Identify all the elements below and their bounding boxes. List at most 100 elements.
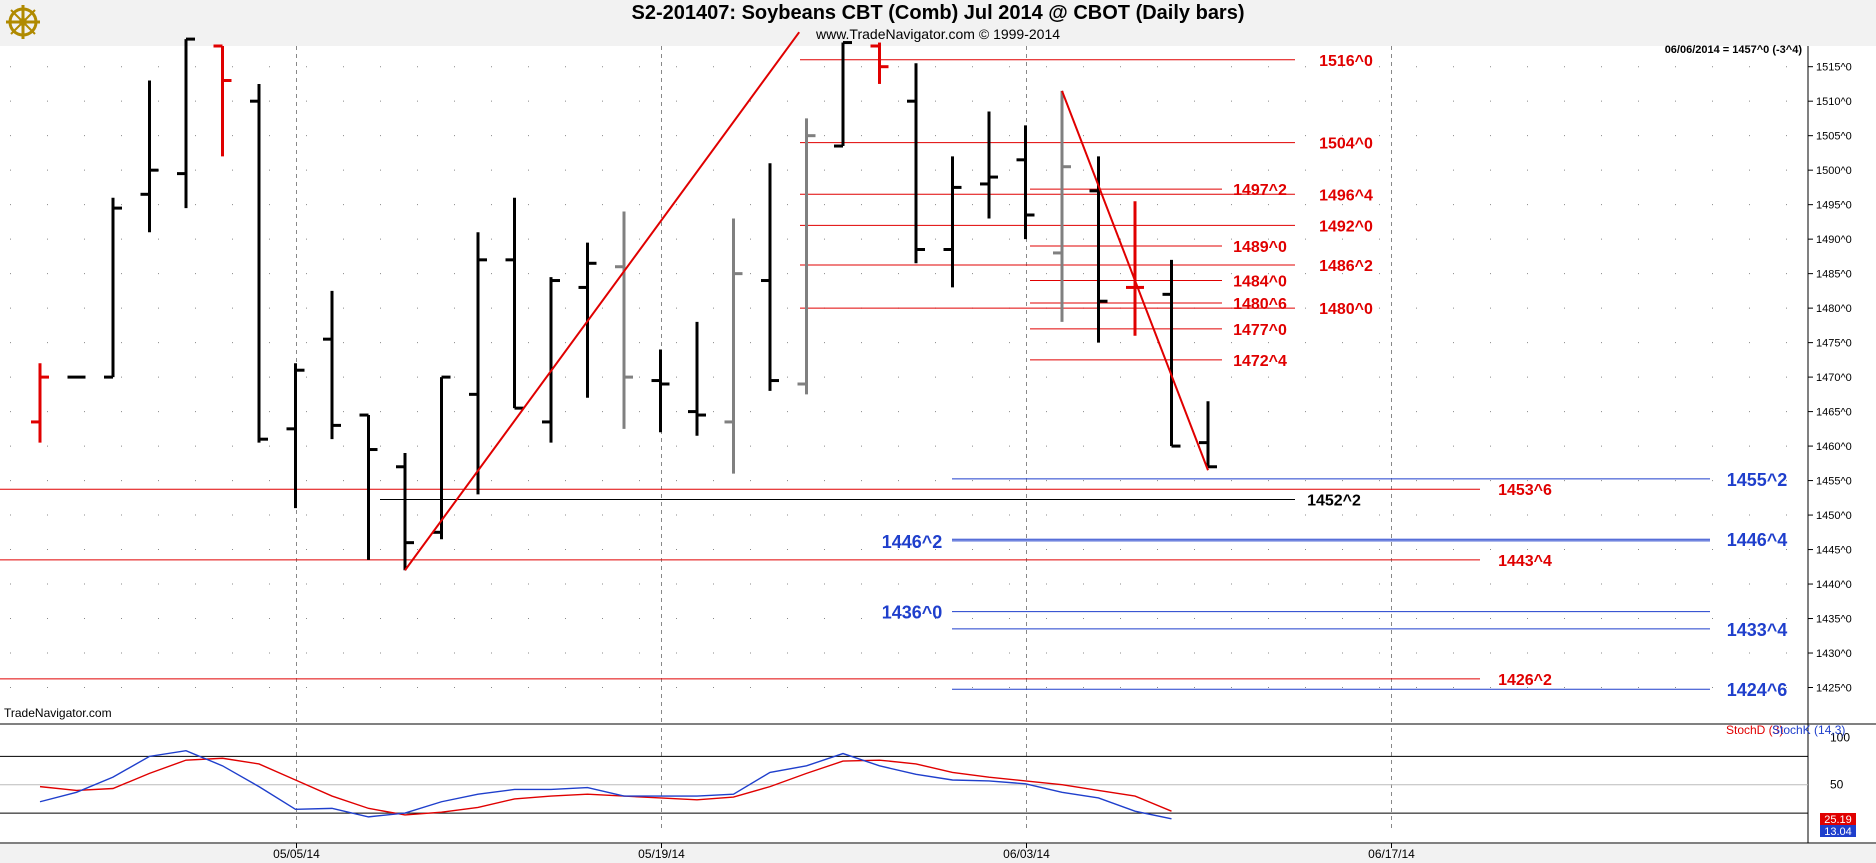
- y-tick-label: 1485^0: [1816, 269, 1852, 281]
- ohlc-bar: [980, 111, 998, 219]
- ohlc-bar: [31, 363, 49, 443]
- stoch-series-line: [39, 749, 1172, 820]
- red-level-label: 1486^2: [1319, 258, 1373, 275]
- axis-layer: 1425^0 1430^0 1435^0 1440^0 1445^0 1450^0 1455…: [0, 46, 1876, 863]
- stoch-value-label: 13.04: [1824, 826, 1852, 838]
- x-tick-label: 06/17/14: [1368, 847, 1415, 861]
- red-level-label: 1453^6: [1498, 482, 1552, 499]
- ohlc-bar: [213, 44, 232, 157]
- red-level-label: 1426^2: [1498, 672, 1552, 689]
- ohlc-bar: [907, 63, 925, 264]
- chart-subtitle: www.TradeNavigator.com © 1999-2014: [815, 26, 1061, 42]
- ohlc-bar: [505, 197, 524, 410]
- ohlc-bar: [1126, 201, 1144, 336]
- y-tick-label: 1445^0: [1816, 545, 1852, 557]
- y-tick-label: 1495^0: [1816, 200, 1852, 212]
- ohlc-bar: [286, 363, 305, 509]
- time-axis-band: [0, 844, 1876, 863]
- y-tick-label: 1455^0: [1816, 476, 1852, 488]
- ohlc-bar: [542, 277, 560, 443]
- y-tick-label: 1435^0: [1816, 614, 1852, 626]
- ohlc-bar: [870, 42, 889, 84]
- ohlc-bar: [761, 163, 779, 391]
- y-tick-label: 1425^0: [1816, 683, 1852, 695]
- ohlc-bar: [615, 211, 633, 429]
- stoch-value-box: [1820, 813, 1856, 825]
- red-level-label: 1489^0: [1233, 239, 1287, 256]
- y-tick-label: 1440^0: [1816, 579, 1852, 591]
- ohlc-bar: [1016, 125, 1035, 240]
- red-level-label: 1504^0: [1319, 136, 1373, 153]
- red-level-label: 1480^0: [1319, 301, 1373, 318]
- y-tick-label: 1500^0: [1816, 165, 1852, 177]
- blue-level-label: 1436^0: [882, 603, 943, 623]
- y-tick-label: 1460^0: [1816, 441, 1852, 453]
- red-level-label: 1497^2: [1233, 182, 1287, 199]
- level-layer: 1516^0 1504^0 1497^2 1496^4 1492^0 1489^0 1486…: [0, 53, 1787, 700]
- ohlc-bar: [140, 80, 159, 233]
- stoch-d-legend: StochD (3): [1726, 723, 1784, 737]
- stoch-value-label: 25.19: [1824, 814, 1852, 826]
- y-tick-label: 1430^0: [1816, 648, 1852, 660]
- red-level-label: 1443^4: [1498, 553, 1552, 570]
- trendlines: [404, 31, 1209, 571]
- watermark: TradeNavigator.com: [4, 706, 112, 720]
- ohlc-bar: [1199, 401, 1217, 469]
- ohlc-bar: [943, 156, 962, 288]
- ohlc-bar: [688, 321, 706, 436]
- stoch-series-line: [39, 757, 1172, 816]
- ohlc-bar: [1053, 90, 1071, 322]
- trendline: [1061, 90, 1209, 471]
- ohlc-bar: [1162, 259, 1181, 448]
- title-bar: S2-201407: Soybeans CBT (Comb) Jul 2014 …: [0, 0, 1876, 46]
- blue-level-label: 1446^2: [882, 532, 943, 552]
- chart-title: S2-201407: Soybeans CBT (Comb) Jul 2014 …: [631, 2, 1245, 24]
- red-level-label: 1484^0: [1233, 274, 1287, 291]
- blue-level-label: 1446^4: [1727, 530, 1788, 550]
- y-tick-label: 1465^0: [1816, 407, 1852, 419]
- stoch-tick-label: 100: [1830, 730, 1850, 744]
- y-tick-label: 1470^0: [1816, 372, 1852, 384]
- ohlc-bar: [834, 41, 852, 148]
- trendline: [404, 31, 801, 571]
- ohlc-bar: [396, 452, 414, 571]
- ohlc-bar: [104, 197, 122, 379]
- red-level-label: 1472^4: [1233, 353, 1287, 370]
- red-level-label: 1496^4: [1319, 187, 1373, 204]
- blue-level-label: 1433^4: [1727, 620, 1788, 640]
- red-level-label: 1516^0: [1319, 53, 1373, 70]
- ship-logo-icon: [6, 5, 40, 39]
- black-level-label: 1452^2: [1307, 493, 1361, 510]
- y-tick-label: 1450^0: [1816, 510, 1852, 522]
- ohlc-bar: [432, 375, 451, 540]
- red-level-label: 1492^0: [1319, 218, 1373, 235]
- y-tick-label: 1515^0: [1816, 62, 1852, 74]
- price-readout: 06/06/2014 = 1457^0 (-3^4): [1664, 44, 1802, 56]
- x-tick-label: 06/03/14: [1003, 847, 1050, 861]
- ohlc-bar: [250, 83, 268, 443]
- stoch-value-box: [1820, 825, 1856, 837]
- ohlc-bar: [651, 349, 670, 433]
- y-tick-label: 1475^0: [1816, 338, 1852, 350]
- red-level-label: 1480^6: [1233, 296, 1287, 313]
- y-tick-label: 1505^0: [1816, 131, 1852, 143]
- stoch-tick-label: 50: [1830, 778, 1844, 792]
- red-level-label: 1477^0: [1233, 322, 1287, 339]
- blue-level-label: 1424^6: [1727, 680, 1788, 700]
- ohlc-bar: [724, 218, 743, 474]
- y-tick-label: 1510^0: [1816, 96, 1852, 108]
- blue-level-label: 1455^2: [1727, 470, 1788, 490]
- x-tick-label: 05/19/14: [638, 847, 685, 861]
- grid-layer: [10, 46, 1804, 832]
- ohlc-bar: [177, 37, 195, 209]
- y-tick-label: 1490^0: [1816, 234, 1852, 246]
- stoch-k-legend: StochK (14,3): [1772, 723, 1846, 737]
- x-tick-label: 05/05/14: [273, 847, 320, 861]
- price-bars: [31, 37, 1217, 571]
- y-tick-label: 1480^0: [1816, 303, 1852, 315]
- ohlc-bar: [469, 232, 487, 495]
- ohlc-bar: [797, 118, 816, 395]
- ohlc-bar: [359, 413, 378, 560]
